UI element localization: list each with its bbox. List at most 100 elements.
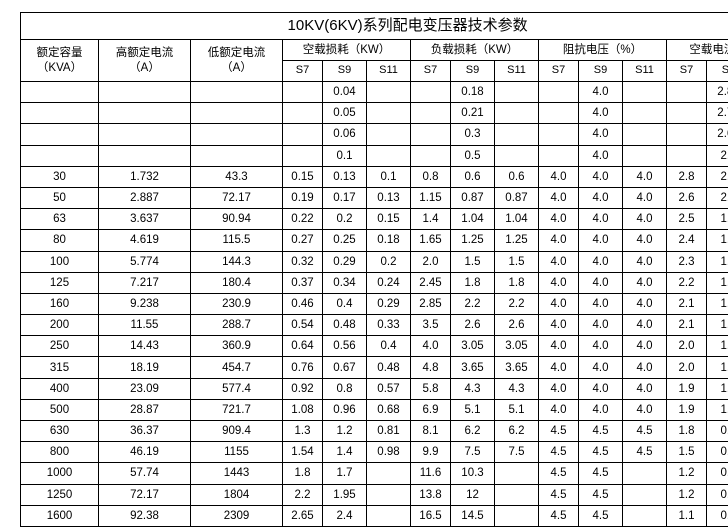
cell-no-load-current-s9: 0.8 (707, 442, 728, 463)
cell-load-loss-s9: 5.1 (451, 399, 495, 420)
group-header-row: 额定容量 （KVA） 高额定电流 （A） 低额定电流 （A） 空载损耗（KW） … (21, 40, 728, 61)
cell-no-load-loss-s9: 0.56 (323, 336, 367, 357)
cell-no-load-current-s7 (667, 124, 707, 145)
cell-no-load-loss-s9: 0.2 (323, 209, 367, 230)
cell-no-load-loss-s9: 0.48 (323, 315, 367, 336)
cell-impedance-s9: 4.0 (579, 399, 623, 420)
cell-load-loss-s9: 4.3 (451, 378, 495, 399)
cell-no-load-current-s9: 2.65 (707, 124, 728, 145)
cell-impedance-s7: 4.0 (539, 357, 579, 378)
cell-high-rated-current: 28.87 (99, 399, 191, 420)
cell-high-rated-current: 23.09 (99, 378, 191, 399)
cell-no-load-current-s9: 0.6 (707, 484, 728, 505)
cell-no-load-current-s7: 1.5 (667, 442, 707, 463)
series-header-no-load-loss-s11: S11 (367, 61, 411, 82)
rated-capacity-label: 额定容量 (21, 47, 98, 59)
cell-rated-capacity: 50 (21, 187, 99, 208)
cell-impedance-s7: 4.0 (539, 315, 579, 336)
cell-no-load-current-s7: 2.8 (667, 166, 707, 187)
cell-load-loss-s7: 6.9 (411, 399, 451, 420)
cell-load-loss-s7 (411, 103, 451, 124)
cell-impedance-s9: 4.0 (579, 230, 623, 251)
cell-impedance-s11: 4.0 (623, 336, 667, 357)
cell-rated-capacity: 315 (21, 357, 99, 378)
cell-no-load-loss-s7: 2.2 (283, 484, 323, 505)
cell-no-load-current-s7 (667, 82, 707, 103)
cell-low-rated-current: 577.4 (191, 378, 283, 399)
cell-no-load-current-s9: 0.7 (707, 463, 728, 484)
cell-no-load-current-s9: 2.72 (707, 103, 728, 124)
spec-sheet: 10KV(6KV)系列配电变压器技术参数 额定容量 （KVA） 高额定电流 （A… (0, 0, 728, 451)
cell-no-load-current-s9: 1.0 (707, 399, 728, 420)
cell-no-load-loss-s7: 1.54 (283, 442, 323, 463)
cell-impedance-s11 (623, 484, 667, 505)
cell-load-loss-s7: 9.9 (411, 442, 451, 463)
cell-rated-capacity: 125 (21, 272, 99, 293)
cell-no-load-loss-s7: 0.37 (283, 272, 323, 293)
cell-low-rated-current (191, 124, 283, 145)
series-header-impedance-s9: S9 (579, 61, 623, 82)
cell-impedance-s7: 4.0 (539, 272, 579, 293)
cell-load-loss-s9: 0.3 (451, 124, 495, 145)
cell-high-rated-current: 5.774 (99, 251, 191, 272)
cell-impedance-s7: 4.0 (539, 336, 579, 357)
cell-low-rated-current: 1443 (191, 463, 283, 484)
cell-high-rated-current: 2.887 (99, 187, 191, 208)
cell-load-loss-s7: 1.15 (411, 187, 451, 208)
cell-high-rated-current: 4.619 (99, 230, 191, 251)
cell-load-loss-s11: 5.1 (495, 399, 539, 420)
cell-load-loss-s9: 6.2 (451, 421, 495, 442)
cell-no-load-current-s9: 2.85 (707, 82, 728, 103)
cell-no-load-loss-s7 (283, 82, 323, 103)
cell-low-rated-current: 1804 (191, 484, 283, 505)
cell-load-loss-s11: 3.65 (495, 357, 539, 378)
cell-low-rated-current (191, 82, 283, 103)
cell-high-rated-current (99, 124, 191, 145)
cell-no-load-current-s9: 1.3 (707, 315, 728, 336)
cell-load-loss-s9: 3.05 (451, 336, 495, 357)
cell-no-load-loss-s11: 0.81 (367, 421, 411, 442)
cell-impedance-s7: 4.0 (539, 399, 579, 420)
cell-no-load-loss-s7: 0.46 (283, 293, 323, 314)
cell-no-load-current-s7: 2.5 (667, 209, 707, 230)
cell-load-loss-s11: 7.5 (495, 442, 539, 463)
cell-no-load-loss-s11 (367, 505, 411, 526)
cell-rated-capacity: 80 (21, 230, 99, 251)
cell-impedance-s11: 4.0 (623, 378, 667, 399)
cell-impedance-s11: 4.0 (623, 357, 667, 378)
cell-impedance-s9: 4.5 (579, 505, 623, 526)
series-header-load-loss-s11: S11 (495, 61, 539, 82)
cell-impedance-s11 (623, 145, 667, 166)
cell-load-loss-s11: 2.2 (495, 293, 539, 314)
cell-rated-capacity: 63 (21, 209, 99, 230)
cell-no-load-loss-s9: 0.96 (323, 399, 367, 420)
cell-low-rated-current: 1155 (191, 442, 283, 463)
column-header-high-rated-current: 高额定电流 （A） (99, 40, 191, 82)
cell-no-load-loss-s9: 0.34 (323, 272, 367, 293)
series-header-no-load-current-s9: S9 (707, 61, 728, 82)
cell-load-loss-s9: 3.65 (451, 357, 495, 378)
cell-impedance-s7 (539, 103, 579, 124)
cell-impedance-s9: 4.5 (579, 463, 623, 484)
cell-load-loss-s9: 1.8 (451, 272, 495, 293)
cell-rated-capacity: 500 (21, 399, 99, 420)
cell-impedance-s9: 4.5 (579, 421, 623, 442)
cell-no-load-loss-s9: 1.2 (323, 421, 367, 442)
cell-high-rated-current: 3.637 (99, 209, 191, 230)
cell-load-loss-s7: 1.4 (411, 209, 451, 230)
cell-load-loss-s11 (495, 145, 539, 166)
cell-low-rated-current: 90.94 (191, 209, 283, 230)
cell-rated-capacity: 1000 (21, 463, 99, 484)
cell-impedance-s9: 4.0 (579, 336, 623, 357)
column-header-rated-capacity: 额定容量 （KVA） (21, 40, 99, 82)
cell-load-loss-s11: 3.05 (495, 336, 539, 357)
cell-load-loss-s9: 2.2 (451, 293, 495, 314)
cell-no-load-loss-s9: 1.7 (323, 463, 367, 484)
cell-impedance-s9: 4.0 (579, 145, 623, 166)
